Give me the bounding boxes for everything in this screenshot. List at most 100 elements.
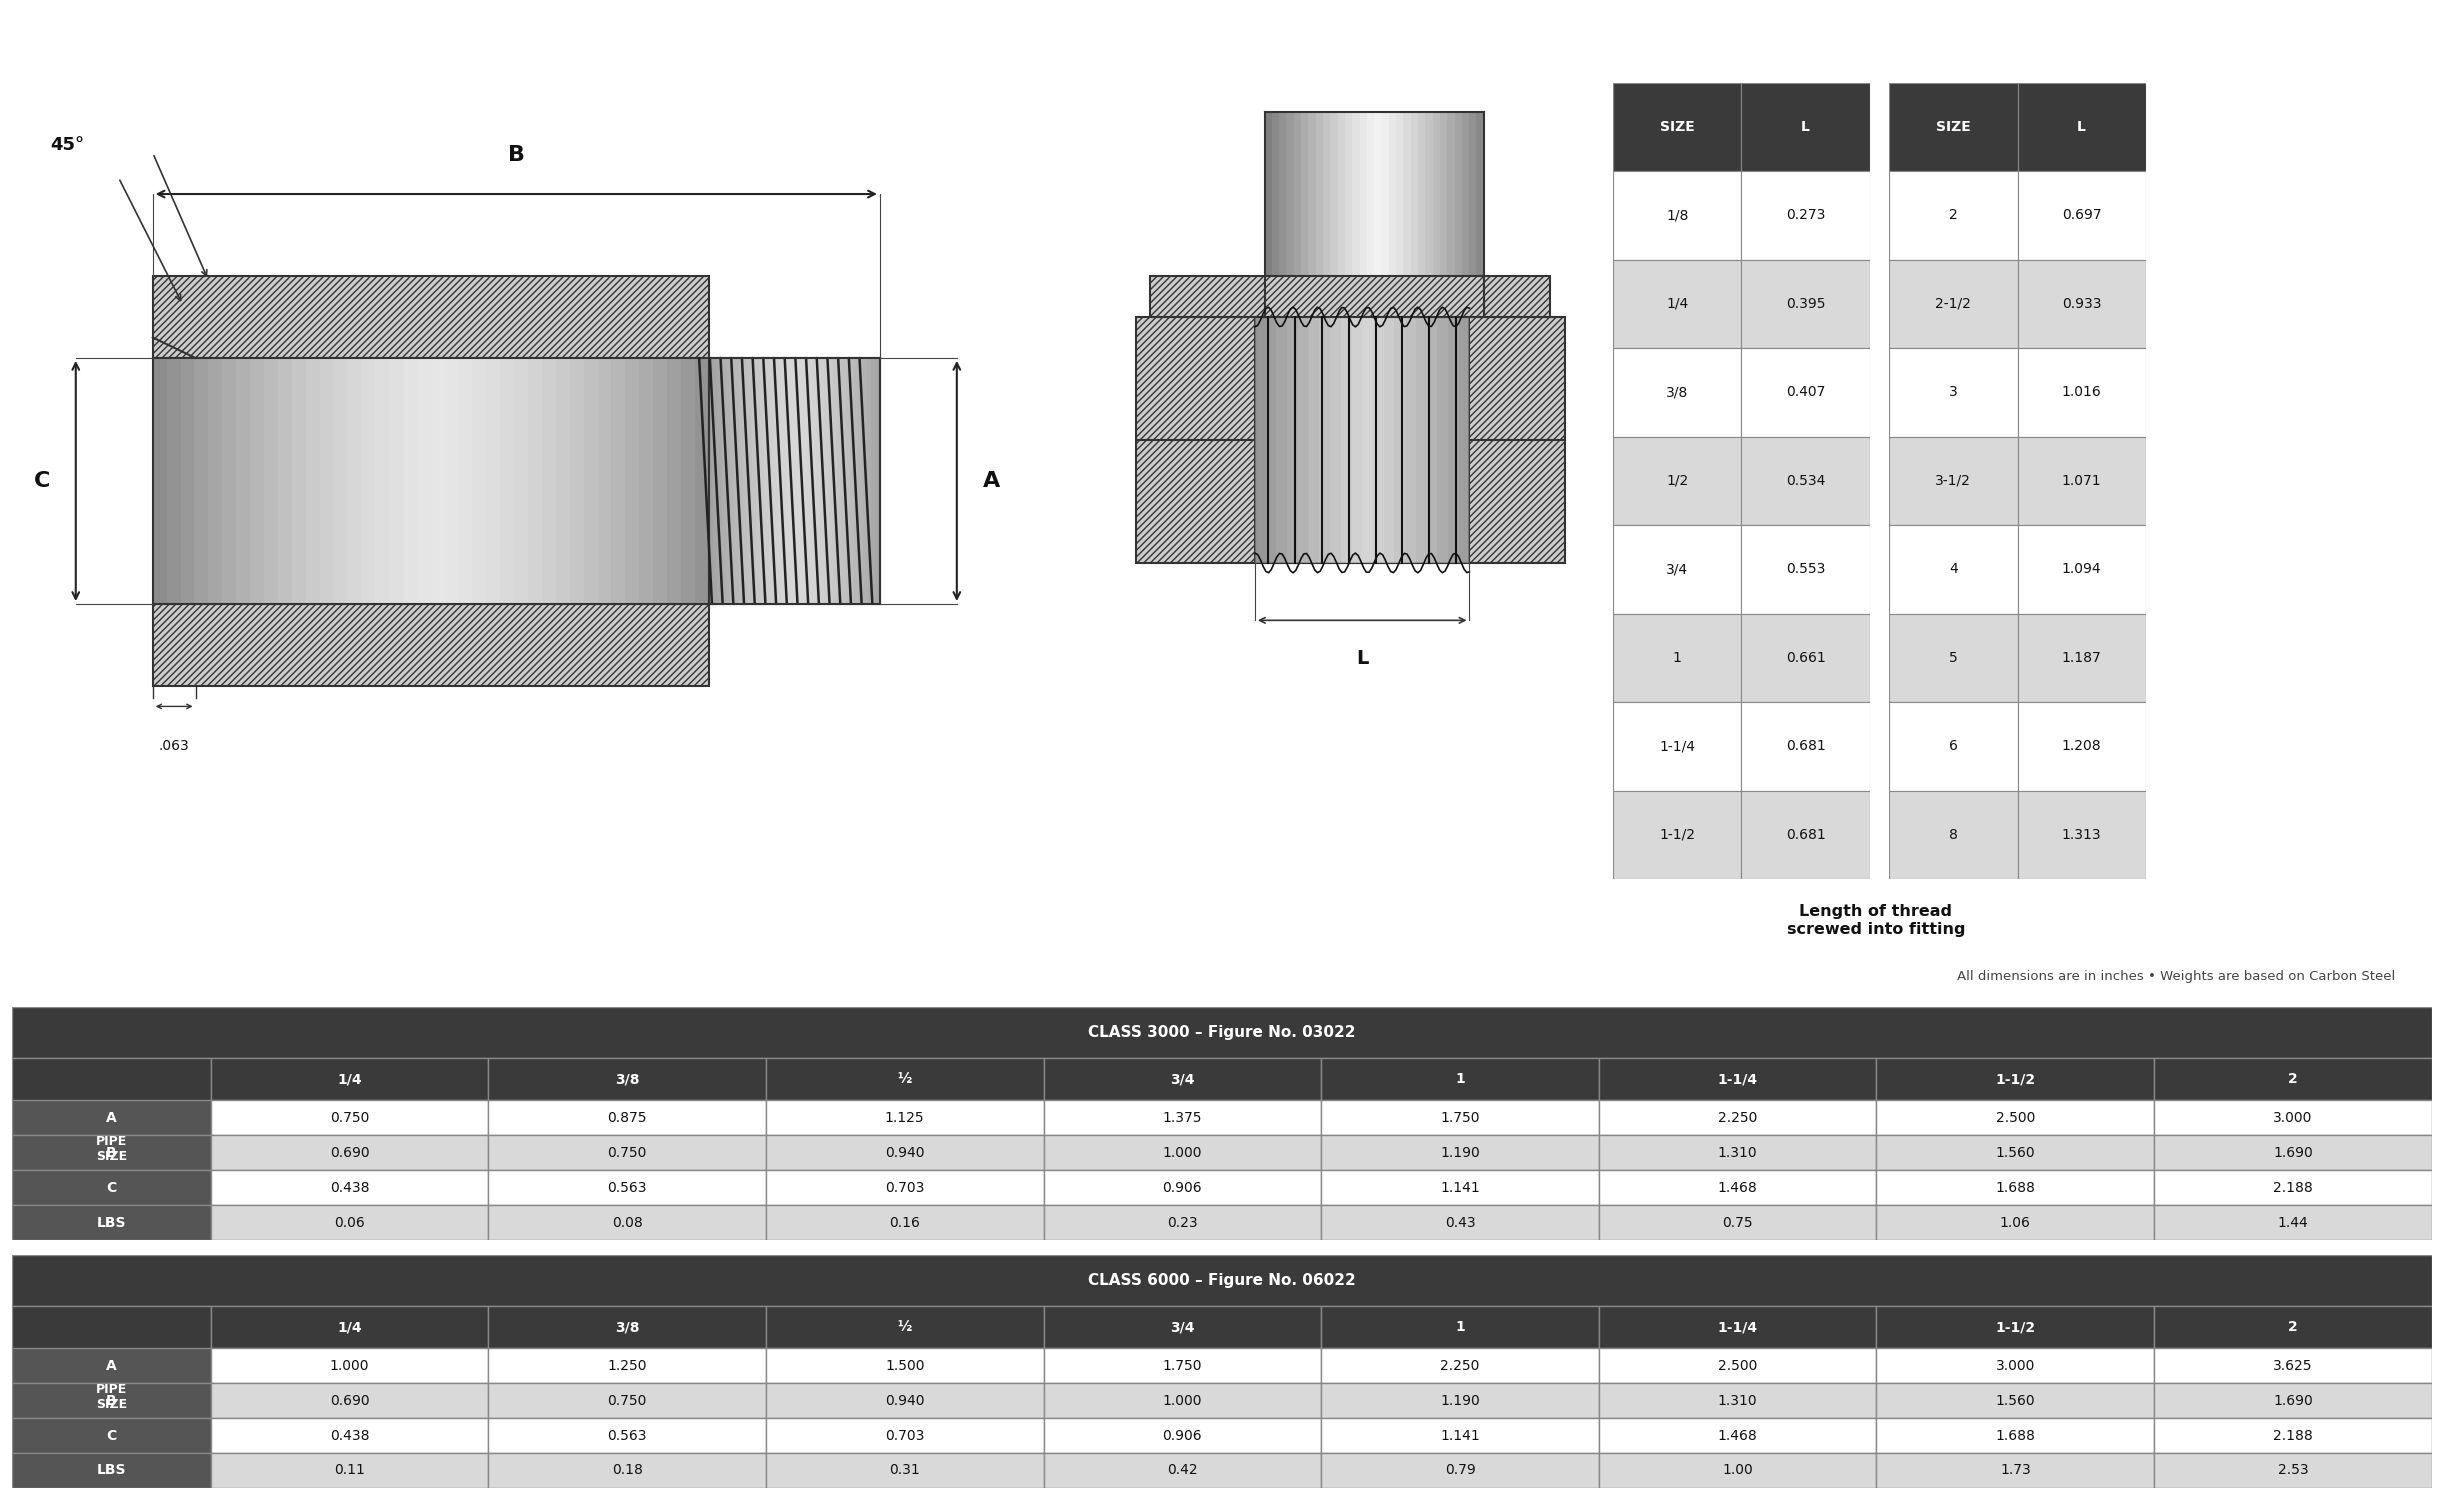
Bar: [279, 358, 291, 604]
Text: 8: 8: [1948, 828, 1958, 842]
Bar: [731, 358, 736, 604]
Bar: [1418, 113, 1425, 317]
Bar: [765, 1169, 1044, 1205]
Bar: [1740, 171, 1870, 260]
Text: C: C: [105, 1428, 117, 1443]
Bar: [1396, 113, 1403, 317]
Text: L: L: [1356, 649, 1369, 667]
Text: 0.940: 0.940: [885, 1393, 924, 1408]
Bar: [743, 358, 748, 604]
Bar: [626, 358, 640, 604]
Bar: [1044, 1453, 1322, 1488]
Bar: [772, 358, 777, 604]
Text: 2.250: 2.250: [1440, 1359, 1479, 1372]
Bar: [1613, 171, 1740, 260]
Text: 0.43: 0.43: [1444, 1216, 1476, 1229]
Text: 1.000: 1.000: [330, 1359, 369, 1372]
Text: 1.141: 1.141: [1440, 1428, 1481, 1443]
Text: 1-1/2: 1-1/2: [1659, 828, 1696, 842]
Bar: [1613, 525, 1740, 613]
Bar: [2019, 525, 2146, 613]
Text: 0.681: 0.681: [1787, 739, 1826, 753]
Text: 0.875: 0.875: [609, 1111, 648, 1124]
Text: 0.703: 0.703: [885, 1428, 924, 1443]
Bar: [1322, 1058, 1598, 1100]
Bar: [1740, 791, 1870, 879]
Bar: [12, 1419, 210, 1453]
Text: 1.190: 1.190: [1440, 1393, 1481, 1408]
Text: 2.250: 2.250: [1718, 1111, 1757, 1124]
Bar: [863, 358, 868, 604]
Bar: [765, 1100, 1044, 1135]
Bar: [445, 358, 459, 604]
Text: 0.79: 0.79: [1444, 1464, 1476, 1477]
Bar: [2153, 1135, 2432, 1169]
Bar: [794, 358, 799, 604]
Text: 0.563: 0.563: [609, 1428, 648, 1443]
Bar: [222, 358, 237, 604]
Bar: [210, 1453, 489, 1488]
Bar: [543, 358, 555, 604]
Bar: [611, 358, 626, 604]
Text: 3/4: 3/4: [1171, 1072, 1195, 1087]
Text: ½: ½: [897, 1072, 912, 1087]
Bar: [210, 1205, 489, 1240]
Text: 1: 1: [1454, 1072, 1464, 1087]
Text: 1.688: 1.688: [1994, 1428, 2036, 1443]
Text: 1.690: 1.690: [2273, 1145, 2312, 1160]
Bar: [1322, 1306, 1598, 1348]
Bar: [208, 358, 222, 604]
Bar: [1337, 113, 1344, 317]
Bar: [1381, 113, 1388, 317]
Bar: [12, 1007, 2432, 1058]
Text: C: C: [34, 470, 49, 491]
Text: 1/2: 1/2: [1667, 473, 1689, 488]
Bar: [1415, 317, 1427, 564]
Bar: [667, 358, 682, 604]
Text: SIZE: SIZE: [1659, 120, 1694, 134]
Bar: [1044, 1383, 1322, 1419]
Bar: [1877, 1100, 2153, 1135]
Bar: [12, 1348, 210, 1383]
Bar: [210, 1058, 489, 1100]
Bar: [1359, 113, 1366, 317]
Bar: [1454, 113, 1462, 317]
Text: 3/8: 3/8: [1667, 385, 1689, 400]
Bar: [489, 1100, 765, 1135]
Bar: [1469, 113, 1476, 317]
Bar: [1374, 113, 1381, 317]
Bar: [753, 358, 755, 604]
Text: 1.560: 1.560: [1994, 1145, 2036, 1160]
Bar: [472, 358, 486, 604]
Bar: [787, 358, 789, 604]
Text: 1.250: 1.250: [609, 1359, 648, 1372]
Bar: [738, 358, 743, 604]
Bar: [1308, 113, 1315, 317]
Bar: [291, 358, 306, 604]
Text: A: A: [982, 470, 1000, 491]
Bar: [596, 358, 611, 604]
Bar: [2153, 1100, 2432, 1135]
Bar: [748, 358, 753, 604]
Bar: [2153, 1453, 2432, 1488]
Bar: [1598, 1205, 1877, 1240]
Bar: [841, 358, 846, 604]
Text: 6: 6: [1948, 739, 1958, 753]
Bar: [765, 1306, 1044, 1348]
Bar: [1044, 1348, 1322, 1383]
Text: 1.560: 1.560: [1994, 1393, 2036, 1408]
Text: C: C: [105, 1180, 117, 1195]
Bar: [210, 1169, 489, 1205]
Bar: [2019, 260, 2146, 349]
Text: 0.395: 0.395: [1787, 298, 1826, 311]
Bar: [403, 358, 418, 604]
Text: 2: 2: [2288, 1072, 2297, 1087]
Text: 1.44: 1.44: [2278, 1216, 2307, 1229]
Text: 0.407: 0.407: [1787, 385, 1826, 400]
Bar: [489, 1383, 765, 1419]
Bar: [858, 358, 863, 604]
Bar: [640, 358, 653, 604]
Bar: [181, 358, 196, 604]
Bar: [1271, 113, 1278, 317]
Bar: [782, 358, 787, 604]
